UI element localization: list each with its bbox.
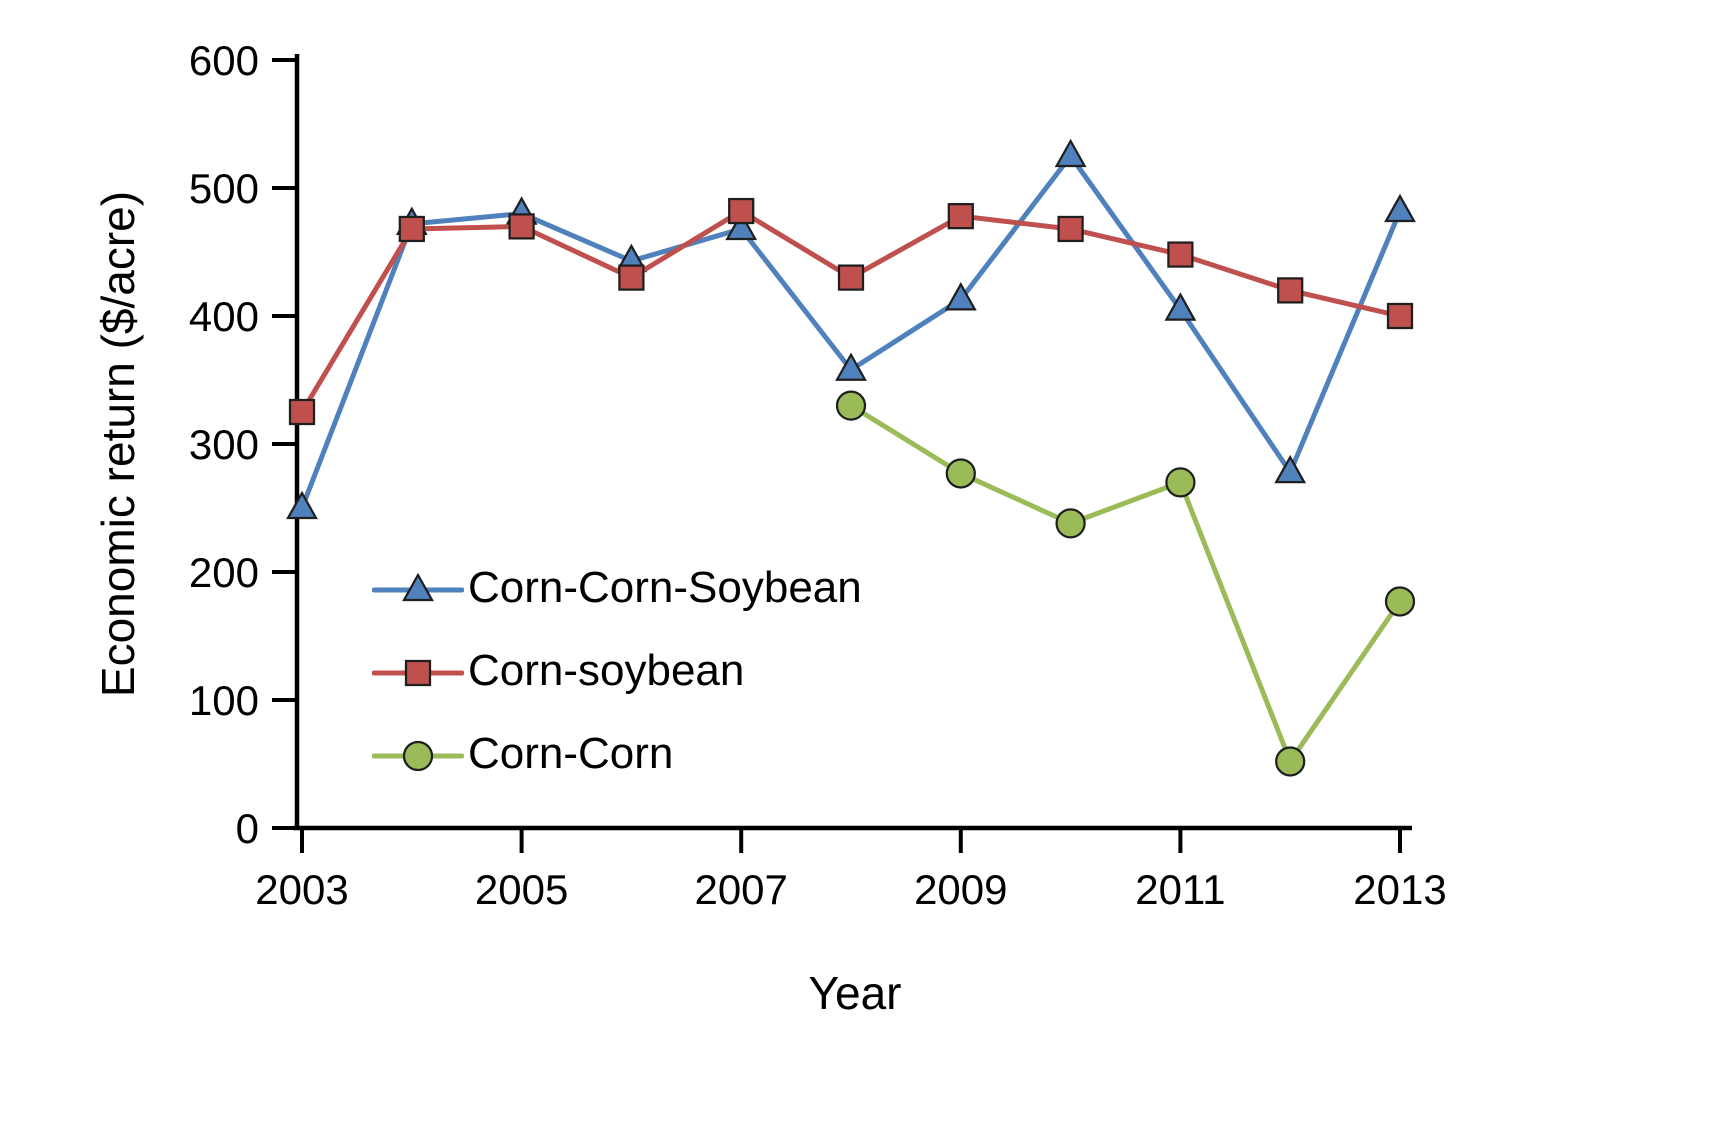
- legend-label: Corn-Corn: [468, 729, 674, 778]
- svg-text:2005: 2005: [475, 866, 568, 913]
- svg-text:2013: 2013: [1353, 866, 1446, 913]
- legend-marker-circle-icon: [372, 740, 464, 772]
- svg-text:600: 600: [189, 37, 259, 84]
- legend-label: Corn-Corn-Soybean: [468, 563, 862, 612]
- svg-text:200: 200: [189, 549, 259, 596]
- svg-text:300: 300: [189, 421, 259, 468]
- legend-item-corn-corn: Corn-Corn: [372, 724, 862, 784]
- svg-text:2003: 2003: [255, 866, 348, 913]
- legend-marker-triangle-icon: [372, 572, 464, 602]
- legend: Corn-Corn-Soybean Corn-soybean Corn-Corn: [372, 558, 862, 807]
- svg-text:500: 500: [189, 165, 259, 212]
- legend-marker-square-icon: [372, 659, 464, 687]
- svg-text:400: 400: [189, 293, 259, 340]
- legend-item-corn-soybean: Corn-soybean: [372, 641, 862, 701]
- x-axis-title: Year: [808, 967, 902, 1019]
- svg-text:2009: 2009: [914, 866, 1007, 913]
- svg-text:2007: 2007: [694, 866, 787, 913]
- svg-text:100: 100: [189, 677, 259, 724]
- svg-text:0: 0: [236, 805, 259, 852]
- legend-label: Corn-soybean: [468, 646, 745, 695]
- svg-text:2011: 2011: [1135, 866, 1225, 913]
- legend-item-corn-corn-soybean: Corn-Corn-Soybean: [372, 558, 862, 618]
- y-axis-title: Economic return ($/acre): [92, 190, 144, 698]
